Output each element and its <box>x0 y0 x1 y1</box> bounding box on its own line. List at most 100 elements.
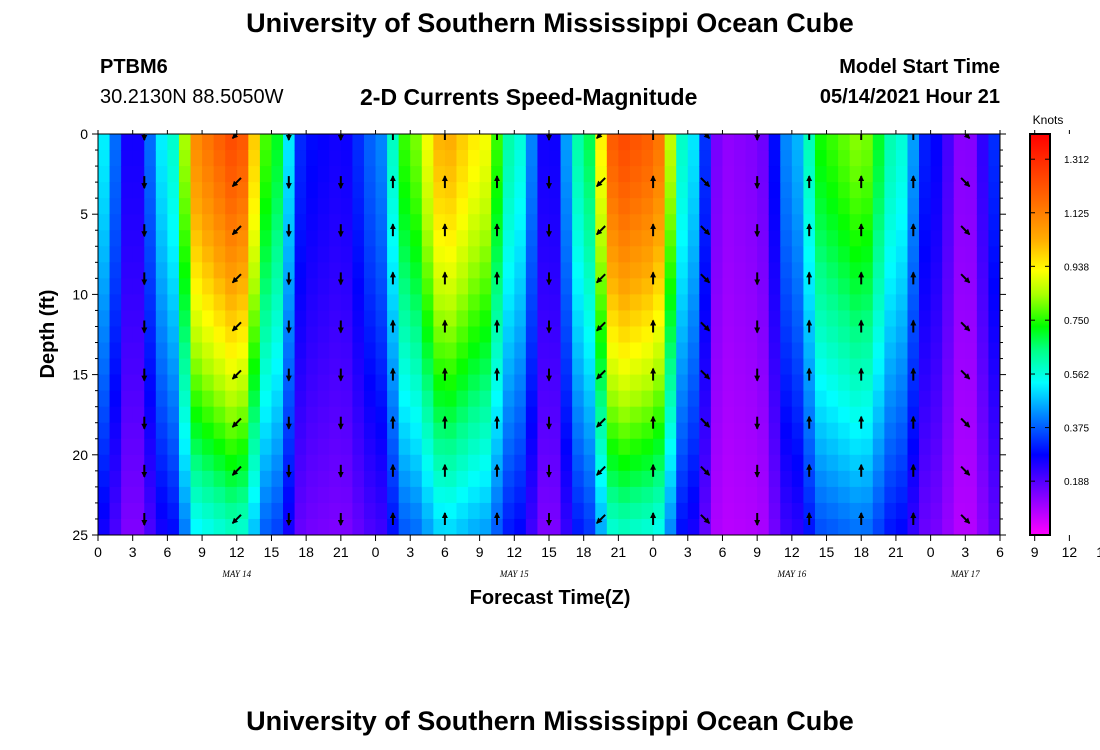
heatmap-cell <box>549 342 562 360</box>
heatmap-cell <box>456 310 469 328</box>
heatmap-cell <box>525 438 539 456</box>
heatmap-cell <box>132 246 145 263</box>
heatmap-cell <box>236 182 249 199</box>
heatmap-cell <box>213 342 226 360</box>
heatmap-cell <box>953 278 966 295</box>
heatmap-cell <box>421 198 434 215</box>
heatmap-cell <box>988 166 1000 183</box>
heatmap-cell <box>340 326 354 344</box>
heatmap-cell <box>352 182 365 199</box>
heatmap-cell <box>444 374 458 392</box>
heatmap-cell <box>791 406 805 424</box>
heatmap-cell <box>421 502 434 520</box>
heatmap-cell <box>976 470 990 488</box>
chart-title: 2-D Currents Speed-Magnitude <box>360 84 698 110</box>
heatmap-cell <box>699 486 712 504</box>
heatmap-cell <box>976 278 990 295</box>
heatmap-cell <box>271 342 284 360</box>
heatmap-cell <box>537 310 550 328</box>
heatmap-cell <box>560 502 573 520</box>
heatmap-cell <box>421 166 434 183</box>
heatmap-cell <box>757 422 770 440</box>
heatmap-cell <box>641 182 654 199</box>
heatmap-cell <box>340 182 354 199</box>
heatmap-cell <box>722 262 735 279</box>
heatmap-cell <box>826 278 839 295</box>
heatmap-cell <box>849 454 862 472</box>
heatmap-cell <box>144 182 157 199</box>
heatmap-cell <box>109 214 122 231</box>
heatmap-cell <box>653 374 666 392</box>
heatmap-cell <box>872 326 885 344</box>
heatmap-cell <box>757 326 770 344</box>
heatmap-cell <box>144 134 157 151</box>
heatmap-cell <box>202 198 215 215</box>
heatmap-cell <box>768 358 781 376</box>
heatmap-cell <box>653 518 666 535</box>
heatmap-cell <box>664 182 677 199</box>
heatmap-cell <box>884 454 897 472</box>
heatmap-cell <box>988 198 1000 215</box>
heatmap-cell <box>190 374 203 392</box>
heatmap-cell <box>352 454 365 472</box>
heatmap-cell <box>722 454 735 472</box>
heatmap-cell <box>109 406 122 424</box>
heatmap-cell <box>699 358 712 376</box>
heatmap-cell <box>757 470 770 488</box>
heatmap-cell <box>549 374 562 392</box>
heatmap-cell <box>121 326 134 344</box>
heatmap-cell <box>838 438 851 456</box>
heatmap-cell <box>872 278 885 295</box>
heatmap-cell <box>653 214 666 231</box>
heatmap-cell <box>213 374 226 392</box>
heatmap-cell <box>340 198 354 215</box>
heatmap-cell <box>664 198 677 215</box>
heatmap-cell <box>259 438 273 456</box>
heatmap-cell <box>491 518 504 535</box>
heatmap-cell <box>363 518 377 535</box>
heatmap-cell <box>387 246 400 263</box>
heatmap-cell <box>965 214 978 231</box>
heatmap-cell <box>271 262 284 279</box>
heatmap-cell <box>791 374 805 392</box>
heatmap-cell <box>838 374 851 392</box>
x-tick-label: 15 <box>1096 544 1100 560</box>
heatmap-cell <box>525 134 539 151</box>
heatmap-cell <box>317 326 330 344</box>
heatmap-cell <box>710 198 724 215</box>
heatmap-cell <box>687 294 700 312</box>
heatmap-cell <box>560 310 573 328</box>
x-tick-label: 6 <box>719 544 727 560</box>
heatmap-cell <box>618 390 631 408</box>
heatmap-cell <box>167 230 180 247</box>
heatmap-cell <box>919 390 932 408</box>
heatmap-cell <box>317 294 330 312</box>
heatmap-cell <box>294 166 307 183</box>
heatmap-cell <box>930 262 943 279</box>
heatmap-cell <box>294 246 307 263</box>
heatmap-cell <box>572 422 585 440</box>
heatmap-cell <box>537 406 550 424</box>
heatmap-cell <box>456 454 469 472</box>
heatmap-cell <box>653 326 666 344</box>
heatmap-cell <box>132 342 145 360</box>
heatmap-cell <box>583 230 596 247</box>
heatmap-cell <box>271 246 284 263</box>
heatmap-cell <box>849 422 862 440</box>
heatmap-cell <box>676 230 689 247</box>
heatmap-cell <box>410 326 423 344</box>
heatmap-cell <box>572 374 585 392</box>
heatmap-cell <box>398 406 411 424</box>
heatmap-cell <box>849 326 862 344</box>
heatmap-cell <box>988 358 1000 376</box>
heatmap-cell <box>976 454 990 472</box>
heatmap-cell <box>479 182 492 199</box>
heatmap-cell <box>930 294 943 312</box>
heatmap-cell <box>121 486 134 504</box>
heatmap-cell <box>884 390 897 408</box>
heatmap-cell <box>491 390 504 408</box>
heatmap-cell <box>699 342 712 360</box>
heatmap-cell <box>410 406 423 424</box>
heatmap-cell <box>653 454 666 472</box>
heatmap-cell <box>236 326 249 344</box>
